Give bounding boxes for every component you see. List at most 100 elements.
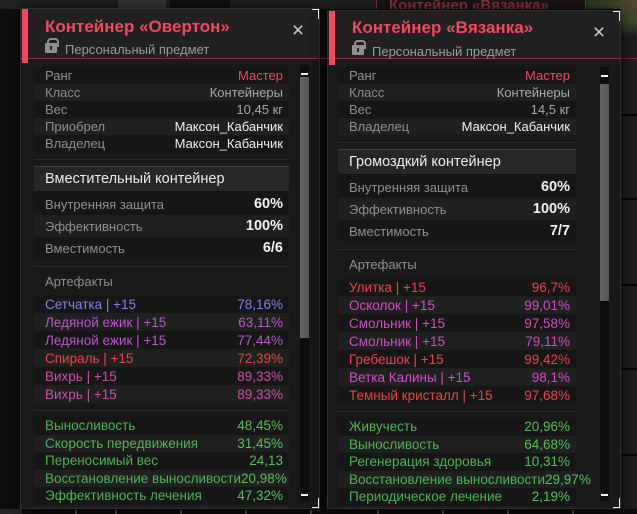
artifact-charge: 78,16% — [237, 296, 283, 312]
item-icon-fragment — [621, 0, 637, 36]
bonus-row: Живучесть 20,96% — [338, 418, 576, 436]
info-value: Мастер — [525, 68, 570, 83]
bonus-label: Выносливость — [349, 436, 440, 452]
artifact-name: Вихрь | +15 — [45, 386, 117, 402]
artifact-row: Вихрь | +15 89,33% — [34, 385, 289, 403]
info-value: Максон_Кабанчик — [174, 119, 283, 134]
stat-value: 100% — [532, 201, 570, 217]
grid-tick — [245, 510, 247, 514]
scrollbar[interactable] — [600, 67, 609, 501]
artifact-charge: 89,33% — [237, 368, 283, 384]
bonus-row: Выносливость 64,68% — [338, 435, 576, 453]
artifact-name: Осколок | +15 — [349, 297, 435, 313]
bonus-row: Электрозащита 51,65 — [34, 504, 289, 508]
artifact-name: Ледяной ежик | +15 — [45, 332, 167, 348]
lock-icon — [352, 40, 366, 55]
bonus-value: 20,98% — [241, 470, 287, 486]
item-title: Контейнер «Вязанка» — [352, 18, 534, 37]
grid-tick — [507, 510, 509, 514]
artifact-name: Улитка | +15 — [349, 279, 426, 295]
grid-line — [621, 198, 637, 200]
info-row: Владелец Максон_Кабанчик — [338, 118, 576, 135]
tooltip-container-vyazanka: Контейнер «Вязанка» Персональный предмет… — [327, 10, 621, 509]
grid-tick — [310, 510, 312, 514]
bonus-row: Эффективность лечения 56,55% — [338, 505, 576, 508]
info-value: Контейнеры — [496, 85, 570, 100]
bonus-label: Электрозащита — [45, 506, 143, 508]
artifact-charge: 72,39% — [237, 350, 283, 366]
bonus-value: 64,68% — [524, 436, 570, 452]
artifact-row: Вихрь | +15 89,33% — [34, 367, 289, 385]
background-inventory-right — [621, 0, 637, 514]
background-slot — [118, 0, 166, 9]
tooltip-body: Ранг Мастер Класс Контейнеры Вес 14,5 кг… — [328, 67, 620, 508]
stat-rows: Внутренняя защита 60% Эффективность 100%… — [34, 193, 289, 259]
stat-value: 6/6 — [262, 240, 283, 256]
stat-label: Вместимость — [45, 240, 125, 256]
scrollbar-bottom-marker — [601, 494, 608, 496]
scrollbar-thumb[interactable] — [300, 77, 309, 338]
background-inventory-top: Контейнер «Вязанка» — [0, 0, 637, 9]
tooltip-header: Контейнер «Вязанка» Персональный предмет… — [328, 11, 620, 59]
divider — [338, 142, 576, 143]
bonus-row: Регенерация здоровья 10,31% — [338, 453, 576, 471]
artifact-charge: 98,1% — [531, 369, 570, 385]
artifact-charge: 89,33% — [237, 386, 283, 402]
info-label: Приобрел — [45, 119, 106, 134]
artifact-name: Вихрь | +15 — [45, 368, 117, 384]
info-label: Класс — [45, 85, 81, 100]
artifact-charge: 77,44% — [237, 332, 283, 348]
artifact-row: Смольник | +15 79,11% — [338, 332, 576, 350]
bonus-label: Периодическое лечение — [349, 489, 502, 505]
artifact-rows: Улитка | +15 96,7% Осколок | +15 99,01% … — [338, 278, 576, 404]
bonus-label: Регенерация здоровья — [349, 454, 492, 470]
grid-line — [621, 454, 637, 456]
bonus-row: Выносливость 48,45% — [34, 417, 289, 435]
info-row: Ранг Мастер — [34, 67, 289, 84]
scrollbar[interactable] — [300, 65, 309, 501]
bonus-label: Выносливость — [45, 418, 136, 434]
stat-rows: Внутренняя защита 60% Эффективность 100%… — [338, 176, 576, 242]
bonus-row: Эффективность лечения 47,32% — [34, 487, 289, 505]
bonus-label: Переносимый вес — [45, 453, 159, 469]
info-row: Класс Контейнеры — [34, 84, 289, 101]
bonus-value: 47,32% — [237, 488, 283, 504]
stat-row: Эффективность 100% — [34, 215, 289, 237]
info-row: Вес 14,5 кг — [338, 101, 576, 118]
background-slot — [170, 0, 230, 9]
item-icon-fragment — [586, 0, 637, 9]
bonus-label: Восстановление выносливости — [45, 470, 242, 486]
grid-tick — [115, 510, 117, 514]
bonus-row: Переносимый вес 24,13 — [34, 452, 289, 470]
stat-row: Вместимость 7/7 — [338, 220, 576, 242]
close-button[interactable]: × — [291, 19, 305, 42]
grid-tick — [75, 510, 77, 514]
stat-label: Внутренняя защита — [45, 196, 164, 212]
stat-value: 100% — [245, 218, 283, 234]
accent-bar — [329, 11, 335, 65]
artifact-charge: 99,42% — [524, 351, 570, 367]
scrollbar-thumb[interactable] — [600, 84, 609, 301]
bonus-value: 10,31% — [524, 454, 570, 470]
artifact-charge: 97,68% — [524, 387, 570, 403]
divider — [34, 266, 289, 267]
bonus-label: Эффективность лечения — [45, 488, 202, 504]
artifact-name: Спираль | +15 — [45, 350, 134, 366]
divider — [338, 249, 576, 250]
info-label: Вес — [45, 102, 68, 117]
close-button[interactable]: × — [592, 21, 606, 44]
grid-tick — [572, 510, 574, 514]
personal-item-label: Персональный предмет — [372, 44, 517, 59]
artifact-row: Темный кристалл | +15 97,68% — [338, 386, 576, 404]
lock-icon — [45, 38, 59, 53]
artifact-row: Спираль | +15 72,39% — [34, 349, 289, 367]
info-label: Вес — [349, 102, 372, 117]
stat-label: Эффективность — [349, 201, 447, 217]
info-value: 14,5 кг — [530, 102, 570, 117]
bonus-row: Восстановление выносливости 29,97% — [338, 470, 591, 488]
artifact-charge: 97,58% — [524, 315, 570, 331]
grid-line — [621, 114, 637, 116]
stat-row: Внутренняя защита 60% — [338, 176, 576, 198]
info-value: Максон_Кабанчик — [174, 136, 283, 151]
grid-tick — [180, 510, 182, 514]
